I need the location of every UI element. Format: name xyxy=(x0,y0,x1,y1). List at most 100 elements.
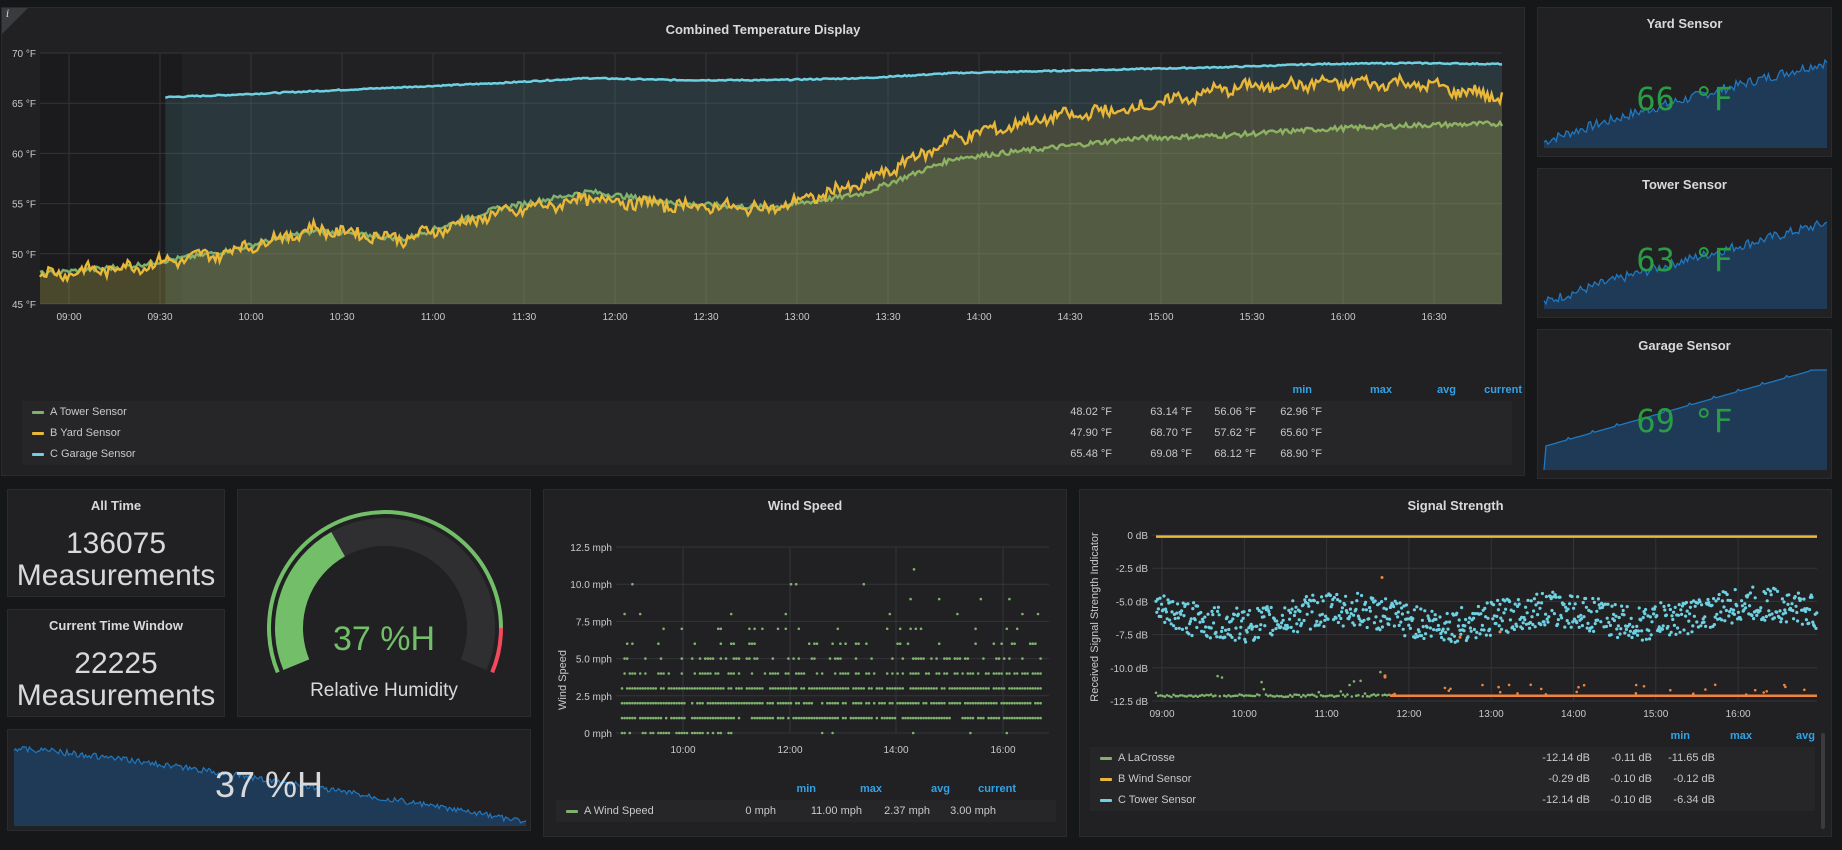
legend-header-min[interactable]: min xyxy=(796,783,816,795)
legend-row[interactable]: A LaCrosse -12.14 dB -0.11 dB -11.65 dB xyxy=(1090,747,1815,769)
legend-max-value: 63.14 °F xyxy=(1150,406,1192,418)
data-point xyxy=(1620,604,1624,608)
data-point xyxy=(1267,609,1271,614)
legend-series-name[interactable]: B Yard Sensor xyxy=(50,427,121,439)
data-point xyxy=(1496,608,1500,612)
legend-header-avg[interactable]: avg xyxy=(1437,384,1456,396)
data-point xyxy=(1177,626,1181,630)
data-point xyxy=(1355,599,1359,603)
data-point xyxy=(690,716,694,720)
data-point xyxy=(945,716,949,720)
data-point xyxy=(1380,625,1384,629)
legend-series-name[interactable]: A Wind Speed xyxy=(584,805,654,817)
data-point xyxy=(1565,619,1569,623)
panel-title[interactable]: Signal Strength xyxy=(1407,498,1504,513)
data-point xyxy=(1216,609,1220,613)
legend-header-avg[interactable]: avg xyxy=(1796,730,1815,742)
legend-scrollbar[interactable] xyxy=(1821,733,1825,829)
combined-temperature-chart[interactable]: 70 °F65 °F60 °F55 °F50 °F45 °F09:00 09:30… xyxy=(2,8,1525,328)
data-point xyxy=(1261,606,1265,610)
legend-header-max[interactable]: max xyxy=(1729,730,1752,742)
data-point xyxy=(1010,642,1014,645)
legend-series-name[interactable]: B Wind Sensor xyxy=(1118,773,1192,785)
data-point xyxy=(1538,606,1542,610)
panel-title[interactable]: All Time xyxy=(90,498,142,513)
data-point xyxy=(657,701,660,705)
legend-series-name[interactable]: C Garage Sensor xyxy=(50,448,136,460)
data-point xyxy=(620,716,624,720)
data-point xyxy=(1008,657,1011,660)
data-point xyxy=(989,716,993,720)
data-point xyxy=(1617,615,1621,620)
data-point xyxy=(670,687,673,690)
wind-legend: min max avg current A Wind Speed 0 mph 11.… xyxy=(556,783,1056,833)
legend-row[interactable]: B Yard Sensor 47.90 °F 68.70 °F 57.62 °F 65.… xyxy=(22,422,1512,444)
data-point xyxy=(654,701,658,705)
data-point xyxy=(1413,636,1417,640)
data-point xyxy=(1647,629,1651,633)
data-point xyxy=(1326,694,1329,698)
legend-row[interactable]: C Tower Sensor -12.14 dB -0.10 dB -6.34 dB xyxy=(1090,789,1815,811)
legend-series-name[interactable]: A Tower Sensor xyxy=(50,406,127,418)
data-point xyxy=(1672,623,1676,627)
data-point xyxy=(1471,611,1475,616)
panel-title[interactable]: Yard Sensor xyxy=(1646,16,1723,31)
y-tick-label: 12.5 mph xyxy=(570,543,612,554)
legend-header-max[interactable]: max xyxy=(859,783,882,795)
legend-header-avg[interactable]: avg xyxy=(931,783,950,795)
data-point xyxy=(1315,695,1318,698)
legend-header-current[interactable]: current xyxy=(978,783,1016,795)
legend-header-min[interactable]: min xyxy=(1292,384,1312,396)
legend-header-min[interactable]: min xyxy=(1670,730,1690,742)
data-point xyxy=(1787,593,1791,597)
data-point xyxy=(1685,609,1689,613)
data-point xyxy=(1534,603,1538,607)
data-point xyxy=(1663,608,1667,612)
panel-title[interactable]: Garage Sensor xyxy=(1638,338,1731,353)
legend-series-name[interactable]: C Tower Sensor xyxy=(1118,794,1197,806)
data-point xyxy=(693,642,697,645)
legend-header-max[interactable]: max xyxy=(1369,384,1392,396)
signal-strength-chart[interactable]: 0 dB-2.5 dB-5.0 dB-7.5 dB-10.0 dB-12.5 d… xyxy=(1080,490,1832,720)
data-point xyxy=(1596,618,1600,622)
data-point xyxy=(703,716,707,720)
data-point xyxy=(800,687,803,690)
data-point xyxy=(631,701,634,705)
panel-title[interactable]: Combined Temperature Display xyxy=(665,22,861,37)
legend-series-name[interactable]: A LaCrosse xyxy=(1118,752,1175,764)
data-point xyxy=(1584,605,1588,609)
data-point xyxy=(1039,657,1042,660)
data-point xyxy=(1214,694,1217,697)
data-point xyxy=(963,657,967,660)
legend-row[interactable]: A Wind Speed 0 mph 11.00 mph 2.37 mph 3.00 m… xyxy=(556,800,1056,822)
data-point xyxy=(1511,625,1515,629)
data-point xyxy=(646,716,650,720)
data-point xyxy=(1264,693,1268,696)
legend-row[interactable]: B Wind Sensor -0.29 dB -0.10 dB -0.12 dB xyxy=(1090,768,1815,790)
series-area xyxy=(40,75,1502,304)
data-point xyxy=(976,716,980,720)
data-point xyxy=(1629,616,1633,620)
panel-title[interactable]: Wind Speed xyxy=(767,498,843,513)
data-point xyxy=(685,731,689,735)
data-point xyxy=(922,716,925,720)
legend-row[interactable]: C Garage Sensor 65.48 °F 69.08 °F 68.12 °F 6… xyxy=(22,443,1512,465)
data-point xyxy=(1039,687,1042,690)
data-point xyxy=(935,701,938,705)
data-point xyxy=(1452,634,1456,638)
panel-title[interactable]: Tower Sensor xyxy=(1641,177,1727,192)
data-point xyxy=(1612,612,1616,616)
legend-row[interactable]: A Tower Sensor 48.02 °F 63.14 °F 56.06 °F 62… xyxy=(22,401,1512,423)
data-point xyxy=(1212,621,1216,625)
data-point xyxy=(1339,690,1343,693)
panel-title[interactable]: Current Time Window xyxy=(49,618,183,633)
data-point xyxy=(844,642,847,645)
data-point xyxy=(1036,612,1040,616)
data-point xyxy=(1421,625,1425,629)
data-point xyxy=(969,701,972,705)
info-icon[interactable]: i xyxy=(2,8,28,34)
legend-header-current[interactable]: current xyxy=(1484,384,1522,396)
data-point xyxy=(1192,601,1196,605)
data-point xyxy=(664,701,668,705)
